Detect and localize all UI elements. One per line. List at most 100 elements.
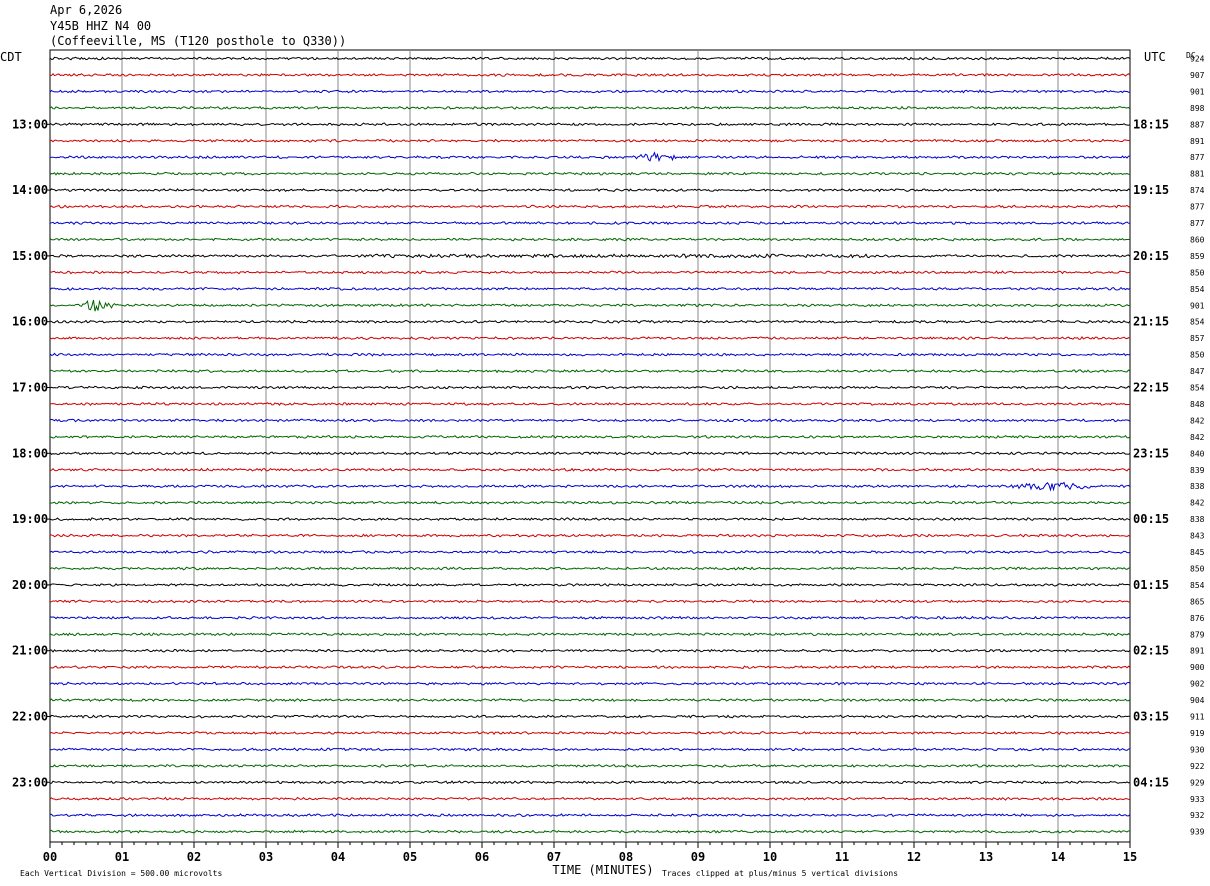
- right-hour-label: 19:15: [1133, 183, 1169, 197]
- dc-offset-label: 847: [1190, 367, 1205, 376]
- dc-offset-label: 907: [1190, 71, 1205, 80]
- x-tick-label: 14: [1051, 850, 1065, 864]
- dc-offset-label: 876: [1190, 614, 1205, 623]
- dc-offset-label: 898: [1190, 104, 1205, 113]
- dc-offset-label: 857: [1190, 334, 1205, 343]
- seismic-trace: [49, 550, 1131, 554]
- dc-offset-label: 924: [1190, 55, 1205, 64]
- seismic-trace: [49, 138, 1131, 143]
- seismic-trace: [49, 481, 1131, 492]
- dc-offset-label: 922: [1190, 762, 1205, 771]
- x-tick-label: 08: [619, 850, 633, 864]
- left-hour-label: 18:00: [12, 446, 48, 460]
- left-hour-label: 23:00: [12, 775, 48, 789]
- dc-offset-label: 901: [1190, 87, 1205, 96]
- seismic-trace: [49, 299, 1131, 312]
- dc-offset-label: 842: [1190, 499, 1205, 508]
- x-tick-label: 07: [547, 850, 561, 864]
- dc-offset-label: 860: [1190, 235, 1205, 244]
- header-date: Apr 6,2026: [50, 3, 123, 17]
- dc-offset-label: 843: [1190, 532, 1205, 541]
- x-tick-label: 11: [835, 850, 849, 864]
- seismic-trace: [49, 220, 1131, 226]
- right-hour-label: 04:15: [1133, 775, 1169, 789]
- seismic-trace: [49, 369, 1131, 374]
- dc-offset-label: 838: [1190, 482, 1205, 491]
- seismic-trace: [49, 253, 1131, 259]
- seismic-trace: [49, 829, 1131, 834]
- left-hour-label: 13:00: [12, 117, 48, 131]
- seismic-trace: [49, 352, 1131, 357]
- seismic-trace: [49, 89, 1131, 94]
- seismic-trace: [49, 385, 1131, 390]
- dc-offset-label: 850: [1190, 564, 1205, 573]
- dc-offset-label: 902: [1190, 680, 1205, 689]
- x-tick-label: 15: [1123, 850, 1137, 864]
- seismic-trace: [49, 72, 1131, 77]
- seismic-trace: [49, 632, 1131, 637]
- left-timezone-label: CDT: [0, 50, 22, 64]
- x-tick-label: 12: [907, 850, 921, 864]
- x-tick-label: 05: [403, 850, 417, 864]
- x-tick-label: 10: [763, 850, 777, 864]
- seismic-trace: [49, 286, 1131, 291]
- seismic-trace: [49, 517, 1131, 522]
- seismic-trace: [49, 171, 1131, 176]
- dc-offset-label: 891: [1190, 647, 1205, 656]
- dc-offset-label: 859: [1190, 252, 1205, 261]
- seismic-trace: [49, 714, 1131, 719]
- x-tick-label: 06: [475, 850, 489, 864]
- dc-offset-label: 879: [1190, 630, 1205, 639]
- seismic-trace: [49, 599, 1131, 604]
- left-hour-label: 17:00: [12, 381, 48, 395]
- right-hour-label: 18:15: [1133, 117, 1169, 131]
- seismic-trace: [49, 237, 1131, 242]
- dc-offset-label: 842: [1190, 416, 1205, 425]
- dc-offset-label: 839: [1190, 466, 1205, 475]
- dc-offset-label: 881: [1190, 170, 1205, 179]
- seismic-trace: [49, 204, 1131, 209]
- dc-offset-label: 845: [1190, 548, 1205, 557]
- dc-offset-label: 930: [1190, 745, 1205, 754]
- right-hour-label: 22:15: [1133, 381, 1169, 395]
- right-hour-label: 20:15: [1133, 249, 1169, 263]
- left-hour-label: 14:00: [12, 183, 48, 197]
- dc-offset-label: 887: [1190, 120, 1205, 129]
- right-hour-label: 03:15: [1133, 710, 1169, 724]
- x-tick-label: 01: [115, 850, 129, 864]
- seismic-trace: [49, 796, 1131, 801]
- seismic-trace: [49, 105, 1131, 110]
- dc-header-label: DC: [1186, 51, 1196, 60]
- dc-offset-label: 848: [1190, 400, 1205, 409]
- left-hour-label: 21:00: [12, 644, 48, 658]
- seismic-trace: [49, 813, 1131, 818]
- seismic-trace: [49, 500, 1131, 505]
- plot-frame: [49, 49, 1131, 843]
- seismic-trace: [49, 533, 1131, 538]
- seismic-trace: [49, 681, 1131, 686]
- header-location: (Coffeeville, MS (T120 posthole to Q330)…: [50, 34, 347, 48]
- dc-offset-label: 911: [1190, 713, 1205, 722]
- dc-offset-label: 850: [1190, 351, 1205, 360]
- seismic-trace: [49, 467, 1131, 472]
- seismic-trace: [49, 319, 1131, 324]
- x-tick-label: 03: [259, 850, 273, 864]
- dc-offset-label: 877: [1190, 203, 1205, 212]
- right-hour-label: 21:15: [1133, 315, 1169, 329]
- right-hour-label: 00:15: [1133, 512, 1169, 526]
- seismic-trace: [49, 451, 1131, 456]
- seismic-trace: [49, 151, 1131, 163]
- dc-offset-label: 840: [1190, 449, 1205, 458]
- left-hour-label: 15:00: [12, 249, 48, 263]
- footer-clip-note: Traces clipped at plus/minus 5 vertical …: [662, 869, 898, 878]
- left-hour-label: 20:00: [12, 578, 48, 592]
- dc-offset-label: 904: [1190, 696, 1205, 705]
- dc-offset-label: 877: [1190, 153, 1205, 162]
- x-tick-label: 09: [691, 850, 705, 864]
- dc-offset-label: 842: [1190, 433, 1205, 442]
- seismic-trace: [49, 665, 1131, 670]
- left-hour-label: 16:00: [12, 315, 48, 329]
- right-timezone-label: UTC: [1144, 50, 1166, 64]
- seismic-trace: [49, 730, 1131, 736]
